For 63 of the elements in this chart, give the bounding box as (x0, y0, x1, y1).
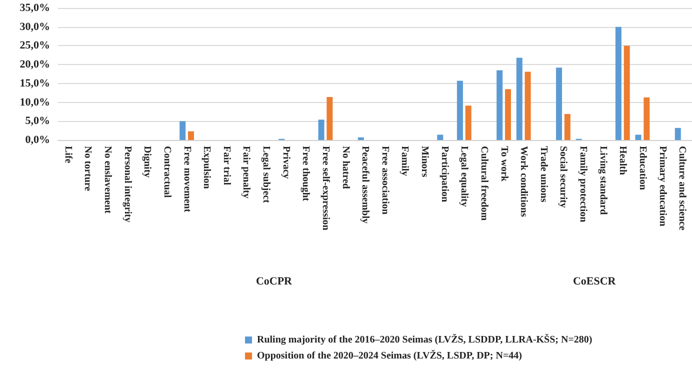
x-tick-label: No torture (82, 146, 94, 192)
x-tick-label: Family protection (578, 146, 589, 223)
bar (615, 26, 622, 140)
y-tick-label: 35,0% (20, 2, 50, 14)
text: CoCPR (256, 276, 294, 288)
bar (188, 131, 194, 140)
x-tick-label: Living standard (597, 146, 608, 216)
y-tick-label: 15,0% (20, 77, 50, 90)
x-tick-label: Peaceful assembly (360, 146, 371, 224)
x-tick-label: Free self-expression (320, 146, 331, 231)
text: CoESCR (572, 276, 617, 288)
legend-label: Ruling majority of the 2016–2020 Seimas (LVŽS, LSDDP, LLRA-KŠS; N=280) (257, 334, 592, 346)
bar (465, 106, 472, 140)
x-tick-label: Privacy (280, 146, 292, 179)
y-tick-label: 0,0% (25, 134, 50, 146)
bar (564, 114, 570, 140)
bar (456, 80, 463, 140)
x-tick-label: Fair trial (220, 146, 232, 186)
bar (504, 89, 511, 140)
x-tick-label: Health (617, 146, 628, 176)
y-tick-label: 10,0% (20, 96, 50, 108)
bar (326, 97, 333, 140)
bar (358, 137, 364, 140)
x-tick-label: Legal subject (260, 146, 272, 204)
bar (516, 58, 522, 140)
y-tick-label: 25,0% (20, 40, 50, 52)
y-tick-label: 30,0% (20, 20, 50, 33)
x-tick-label: No hatred (340, 146, 351, 190)
x-tick-label: Legal equality (458, 146, 470, 207)
x-tick-label: Expulsion (201, 146, 212, 190)
bar (556, 68, 562, 140)
legend-label: Opposition of the 2020–2024 Seimas (LVŽS, LSDP, DP; N=44) (257, 350, 522, 362)
x-tick-label: No enslavement (102, 146, 114, 214)
x-tick-label: To work (498, 146, 510, 182)
x-tick-label: Trade unions (538, 146, 549, 202)
x-tick-label: Social security (558, 146, 569, 208)
x-tick-label: Fair penalty (240, 146, 252, 198)
x-tick-label: Free movement (181, 146, 192, 213)
x-tick-label: Life (62, 146, 74, 164)
x-tick-label: Participation (438, 146, 450, 203)
x-tick-label: Minors (419, 146, 430, 178)
x-tick-label: Dignity (142, 146, 153, 178)
x-tick-label: Culture and science (676, 146, 688, 231)
bar (635, 134, 642, 140)
bar (644, 97, 650, 140)
bar (437, 134, 444, 140)
x-tick-label: Free association (379, 146, 390, 215)
bar (180, 121, 186, 140)
bar (318, 120, 324, 140)
x-tick-label: Family (399, 146, 410, 176)
bar (624, 46, 630, 140)
x-tick-label: Free thought (300, 146, 312, 202)
x-tick-label: Work conditions (518, 146, 530, 217)
x-tick-label: Education (636, 146, 648, 190)
x-tick-label: Contractual (161, 146, 172, 198)
bar (496, 70, 503, 140)
x-tick-label: Cultural freedom (478, 146, 490, 222)
bar (524, 72, 531, 140)
x-tick-label: Primary education (656, 146, 668, 227)
y-tick-label: 20,0% (20, 58, 50, 71)
y-tick-label: 5,0% (25, 115, 50, 128)
x-tick-label: Personal integrity (122, 146, 133, 222)
bar (674, 128, 681, 140)
